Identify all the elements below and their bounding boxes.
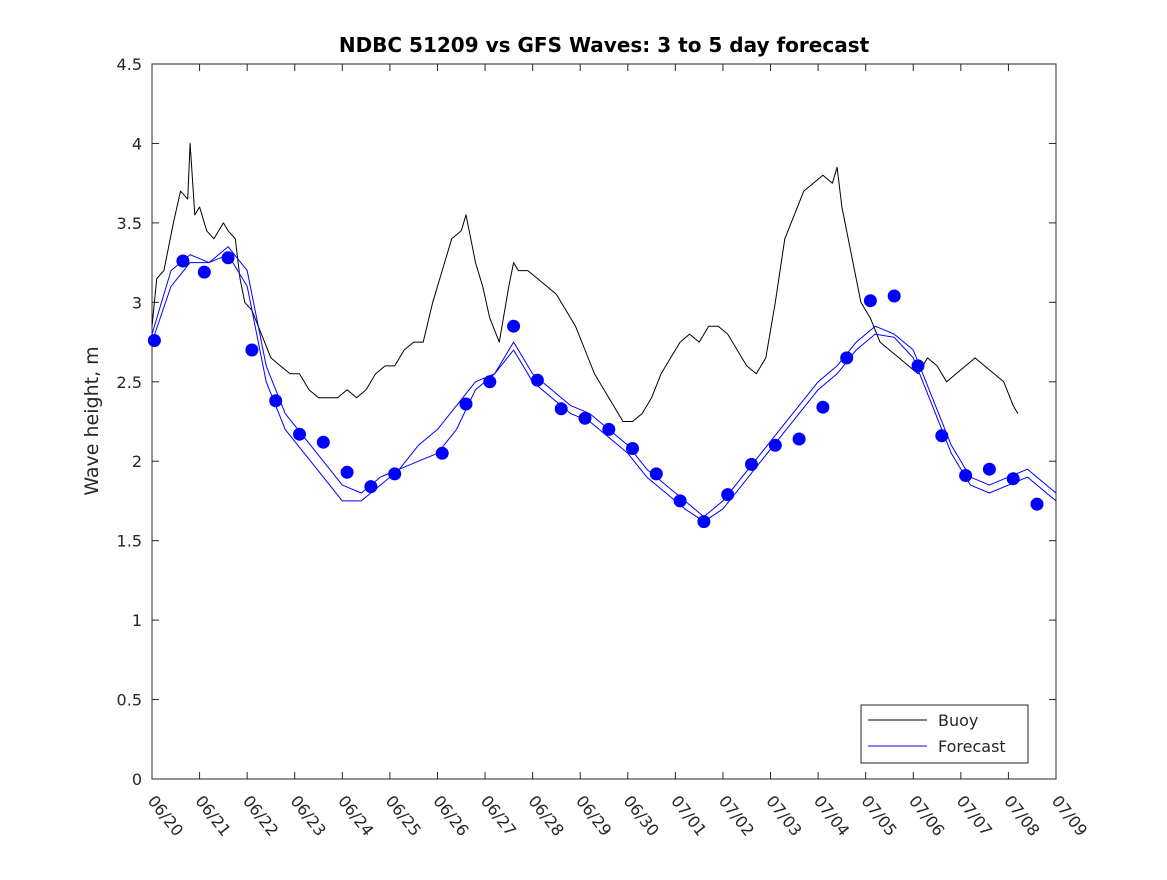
- forecast-point: [147, 334, 161, 347]
- y-tick-label: 2: [132, 452, 142, 471]
- forecast-run-line-3: [151, 254, 1057, 523]
- forecast-point: [1030, 497, 1044, 511]
- y-tick-label: 1: [132, 611, 142, 630]
- forecast-point: [911, 359, 925, 373]
- forecast-point: [959, 469, 973, 482]
- forecast-point: [697, 515, 711, 529]
- forecast-point: [483, 375, 497, 389]
- y-tick-label: 1.5: [117, 532, 142, 551]
- forecast-point: [364, 480, 378, 494]
- forecast-point: [935, 429, 949, 443]
- y-tick-label: 4: [132, 134, 142, 153]
- forecast-point: [316, 435, 330, 449]
- forecast-point: [673, 494, 687, 508]
- legend-label-buoy: Buoy: [938, 711, 978, 730]
- forecast-point: [840, 351, 854, 365]
- y-tick-label: 0.5: [117, 691, 142, 710]
- buoy-series-line: [151, 142, 1019, 422]
- forecast-point: [792, 432, 806, 446]
- plot-area: [151, 63, 1057, 780]
- forecast-point: [649, 467, 663, 481]
- forecast-point: [197, 265, 211, 279]
- forecast-point: [176, 254, 190, 268]
- forecast-point: [745, 457, 758, 471]
- legend-label-forecast: Forecast: [938, 737, 1006, 756]
- forecast-point: [245, 343, 259, 357]
- forecast-point: [602, 422, 616, 436]
- forecast-point: [388, 467, 402, 481]
- forecast-point: [340, 465, 354, 479]
- y-tick-label: 3: [132, 293, 142, 312]
- forecast-point: [626, 442, 639, 455]
- forecast-point: [578, 411, 592, 425]
- forecast-point: [459, 397, 473, 411]
- forecast-point: [721, 488, 735, 502]
- forecast-point: [507, 319, 521, 333]
- chart-title: NDBC 51209 vs GFS Waves: 3 to 5 day fore…: [339, 33, 870, 57]
- y-tick-label: 0: [132, 770, 142, 789]
- forecast-point: [530, 373, 544, 387]
- forecast-point: [982, 462, 996, 476]
- forecast-point: [554, 402, 568, 416]
- legend-box: [860, 704, 1029, 764]
- forecast-point: [863, 294, 877, 308]
- y-tick-label: 2.5: [117, 373, 142, 392]
- forecast-point: [435, 446, 449, 460]
- forecast-point: [221, 251, 235, 265]
- forecast-point: [293, 427, 306, 441]
- legend: Buoy Forecast: [860, 704, 1029, 764]
- forecast-point: [887, 289, 901, 303]
- y-axis-label: Wave height, m: [81, 346, 103, 495]
- y-tick-label: 3.5: [117, 214, 142, 233]
- forecast-point: [1006, 472, 1020, 486]
- forecast-point: [816, 400, 830, 414]
- forecast-point: [269, 394, 283, 408]
- forecast-point: [768, 438, 782, 452]
- marker-layer: [147, 251, 1044, 529]
- y-tick-label: 4.5: [117, 55, 142, 74]
